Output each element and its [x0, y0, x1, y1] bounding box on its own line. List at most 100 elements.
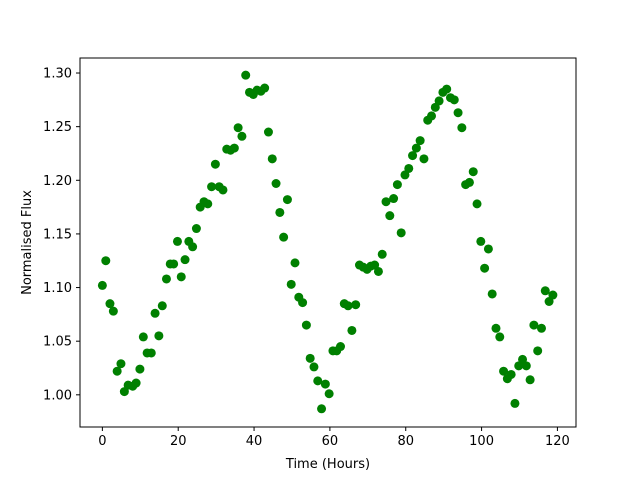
- y-tick-label: 1.30: [43, 67, 72, 82]
- data-point: [135, 364, 145, 374]
- data-point: [305, 353, 315, 363]
- data-point: [138, 332, 148, 342]
- data-point: [260, 83, 270, 93]
- data-point: [286, 279, 296, 289]
- data-point: [396, 228, 406, 238]
- data-point: [548, 290, 558, 300]
- data-point: [434, 96, 444, 106]
- data-point: [506, 369, 516, 379]
- data-points: [97, 70, 558, 414]
- x-tick-label: 100: [469, 434, 494, 449]
- data-point: [411, 143, 421, 153]
- data-point: [97, 280, 107, 290]
- plot-area: [80, 58, 576, 427]
- x-axis-ticks: 0 20 40 60 80 100 120: [98, 427, 570, 449]
- x-tick-label: 0: [98, 434, 106, 449]
- data-point: [105, 299, 115, 309]
- y-tick-label: 1.05: [43, 335, 72, 350]
- data-point: [491, 323, 501, 333]
- data-point: [442, 84, 452, 94]
- x-axis-label: Time (Hours): [285, 457, 370, 472]
- data-point: [229, 143, 239, 153]
- data-point: [373, 266, 383, 276]
- y-tick-label: 1.00: [43, 388, 72, 403]
- data-point: [533, 346, 543, 356]
- y-axis-label: Normalised Flux: [20, 190, 35, 295]
- data-point: [389, 194, 399, 204]
- data-point: [317, 404, 327, 414]
- data-point: [180, 255, 190, 265]
- data-point: [427, 111, 437, 121]
- data-point: [131, 378, 141, 388]
- data-point: [453, 108, 463, 118]
- data-point: [457, 123, 467, 133]
- data-point: [203, 199, 213, 209]
- data-point: [510, 398, 520, 408]
- data-point: [419, 154, 429, 164]
- data-point: [101, 256, 111, 266]
- data-point: [521, 361, 531, 371]
- data-point: [237, 131, 247, 141]
- data-point: [169, 259, 179, 269]
- data-point: [483, 244, 493, 254]
- data-point: [298, 298, 308, 308]
- data-point: [468, 167, 478, 177]
- data-point: [267, 154, 277, 164]
- data-point: [191, 224, 201, 234]
- data-point: [313, 376, 323, 386]
- y-tick-label: 1.25: [43, 120, 72, 135]
- y-tick-label: 1.15: [43, 227, 72, 242]
- data-point: [499, 366, 509, 376]
- data-point: [275, 207, 285, 217]
- data-point: [116, 359, 126, 369]
- data-point: [343, 301, 353, 311]
- y-tick-label: 1.20: [43, 174, 72, 189]
- data-point: [381, 197, 391, 207]
- data-point: [108, 306, 118, 316]
- data-point: [241, 70, 251, 80]
- data-point: [377, 249, 387, 259]
- data-point: [320, 379, 330, 389]
- data-point: [172, 236, 182, 246]
- data-point: [324, 389, 334, 399]
- y-tick-label: 1.10: [43, 281, 72, 296]
- x-tick-label: 20: [170, 434, 187, 449]
- data-point: [210, 159, 220, 169]
- data-point: [233, 123, 243, 133]
- data-point: [525, 375, 535, 385]
- x-tick-label: 60: [322, 434, 339, 449]
- plot-frame: [79, 57, 577, 428]
- data-point: [347, 325, 357, 335]
- data-point: [188, 242, 198, 252]
- data-point: [176, 272, 186, 282]
- data-point: [529, 320, 539, 330]
- data-point: [263, 127, 273, 137]
- data-point: [161, 274, 171, 284]
- y-axis-ticks: 1.00 1.05 1.10 1.15 1.20 1.25 1.30: [43, 67, 80, 403]
- data-point: [536, 323, 546, 333]
- data-point: [408, 151, 418, 161]
- data-point: [218, 185, 228, 195]
- data-point: [112, 366, 122, 376]
- data-point: [271, 179, 281, 188]
- x-tick-label: 80: [397, 434, 414, 449]
- data-point: [157, 301, 167, 311]
- data-point: [146, 348, 156, 358]
- data-point: [476, 236, 486, 246]
- data-point: [309, 362, 319, 372]
- data-point: [415, 136, 425, 146]
- data-point: [301, 320, 311, 330]
- data-point: [336, 342, 346, 352]
- data-point: [290, 258, 300, 268]
- data-point: [487, 289, 497, 299]
- data-point: [449, 95, 459, 105]
- data-point: [154, 331, 164, 341]
- x-tick-label: 120: [545, 434, 570, 449]
- data-point: [279, 232, 289, 242]
- data-point: [472, 199, 482, 209]
- data-point: [385, 211, 395, 221]
- data-point: [282, 195, 292, 205]
- data-point: [392, 180, 402, 190]
- data-point: [207, 182, 217, 192]
